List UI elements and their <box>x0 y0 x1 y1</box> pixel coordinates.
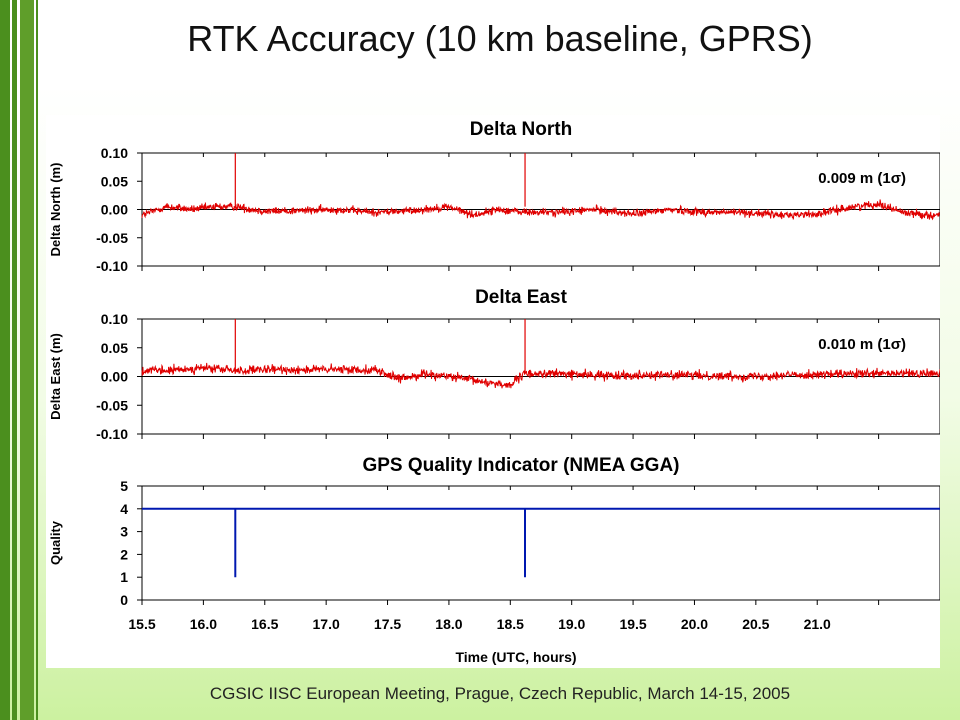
x-axis-label: Time (UTC, hours) <box>455 649 576 665</box>
x-tick-label: 21.0 <box>804 616 831 632</box>
x-tick-label: 19.0 <box>558 616 585 632</box>
y-tick-label: 2 <box>120 546 128 562</box>
charts-svg: Delta North Delta North (m) 0.10 0.05 0.00 -0… <box>48 119 940 665</box>
x-tick-label: 18.0 <box>435 616 462 632</box>
y-tick-label: -0.10 <box>96 258 128 274</box>
y-tick-label: 0 <box>120 592 128 608</box>
x-tick-label: 20.0 <box>681 616 708 632</box>
y-tick-label: -0.10 <box>96 426 128 442</box>
y-tick-label: 0.00 <box>101 202 128 218</box>
chart-panel: Delta North Delta North (m) 0.10 0.05 0.00 -0… <box>46 115 940 668</box>
x-tick-label: 19.5 <box>619 616 646 632</box>
x-tick-label: 15.5 <box>128 616 155 632</box>
y-tick-label: 0.00 <box>101 369 128 385</box>
y-tick-label: 0.05 <box>101 173 128 189</box>
left-decor-bar <box>20 0 34 720</box>
left-decor-bar <box>36 0 38 720</box>
y-tick-label: 0.10 <box>101 311 128 327</box>
plot-frame <box>141 485 940 601</box>
y-tick-label: 4 <box>120 501 128 517</box>
x-tick-label: 16.5 <box>251 616 278 632</box>
chart-title: Delta North <box>470 119 572 140</box>
left-decor-bar <box>0 0 10 720</box>
y-tick-label: 0.10 <box>101 145 128 161</box>
chart-title: GPS Quality Indicator (NMEA GGA) <box>362 455 679 476</box>
series-line <box>141 199 940 221</box>
sigma-annotation: 0.010 m (1σ) <box>818 336 906 353</box>
quality-line <box>142 507 940 578</box>
y-axis-label: Quality <box>48 520 63 565</box>
y-axis-label: Delta North (m) <box>48 163 63 257</box>
y-tick-label: 3 <box>120 524 128 540</box>
y-tick-label: 0.05 <box>101 340 128 356</box>
y-tick-label: -0.05 <box>96 397 128 413</box>
x-tick-label: 16.0 <box>190 616 217 632</box>
series-line <box>141 362 940 389</box>
slide-title: RTK Accuracy (10 km baseline, GPRS) <box>187 18 813 59</box>
x-tick-label: 17.5 <box>374 616 401 632</box>
slide-footer: CGSIC IISC European Meeting, Prague, Cze… <box>209 684 791 703</box>
left-decor-bar <box>12 0 17 720</box>
y-tick-label: -0.05 <box>96 230 128 246</box>
x-tick-label: 18.5 <box>497 616 524 632</box>
y-tick-label: 5 <box>120 478 128 494</box>
y-axis-label: Delta East (m) <box>48 333 63 420</box>
sigma-annotation: 0.009 m (1σ) <box>818 170 906 187</box>
y-tick-label: 1 <box>120 569 128 585</box>
x-tick-label: 17.0 <box>313 616 340 632</box>
chart-title: Delta East <box>475 287 568 308</box>
x-tick-label: 20.5 <box>742 616 769 632</box>
